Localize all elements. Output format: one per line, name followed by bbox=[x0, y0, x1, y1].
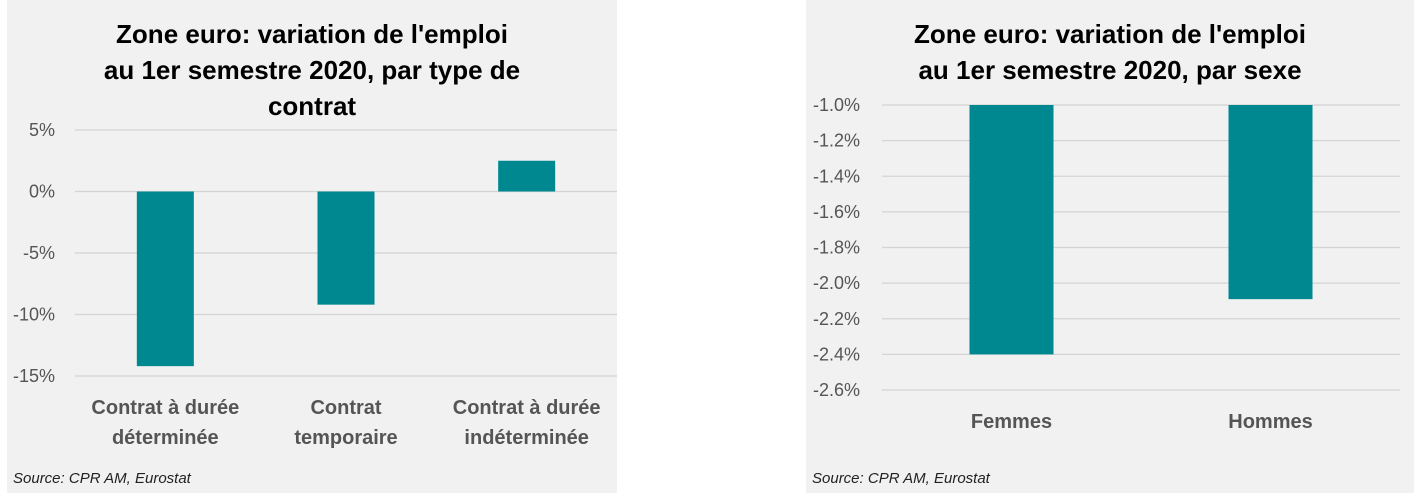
bar bbox=[136, 191, 194, 367]
y-tick-label: -2.4% bbox=[813, 344, 860, 364]
chart-panel-sex: Zone euro: variation de l'emploi au 1er … bbox=[806, 0, 1414, 493]
chart-title-line: contrat bbox=[267, 91, 357, 121]
x-category-label: Contrat à durée indéterminée bbox=[453, 397, 601, 449]
x-category-label-line: Hommes bbox=[1228, 411, 1312, 433]
y-tick-label: -15% bbox=[13, 366, 55, 386]
y-tick-label: -2.0% bbox=[813, 273, 860, 293]
bar bbox=[969, 105, 1054, 355]
x-category-label: Contrat temporaire bbox=[294, 397, 397, 449]
x-category-label-line: Contrat bbox=[310, 397, 381, 419]
chart-title-line: au 1er semestre 2020, par sexe bbox=[918, 55, 1302, 85]
chart-title: Zone euro: variation de l'emploi au 1er … bbox=[7, 16, 617, 124]
x-category-label-line: Contrat à durée bbox=[453, 397, 601, 419]
chart-title-line: Zone euro: variation de l'emploi bbox=[116, 19, 508, 49]
chart-panel-contract: Zone euro: variation de l'emploi au 1er … bbox=[7, 0, 617, 493]
y-tick-label: -1.6% bbox=[813, 202, 860, 222]
chart-title-line: Zone euro: variation de l'emploi bbox=[914, 19, 1306, 49]
x-category-label-line: Femmes bbox=[971, 411, 1052, 433]
y-tick-label: 5% bbox=[29, 120, 55, 140]
x-category-label-line: indéterminée bbox=[464, 427, 588, 449]
y-tick-label: -2.6% bbox=[813, 380, 860, 400]
x-category-label-line: temporaire bbox=[294, 427, 397, 449]
y-tick-label: 0% bbox=[29, 182, 55, 202]
bar bbox=[498, 160, 556, 192]
x-category-label-line: déterminée bbox=[112, 427, 219, 449]
source-note: Source: CPR AM, Eurostat bbox=[13, 470, 191, 487]
y-tick-label: -1.2% bbox=[813, 131, 860, 151]
y-tick-label: -1.4% bbox=[813, 166, 860, 186]
x-category-label-line: Contrat à durée bbox=[91, 397, 239, 419]
chart-title-line: au 1er semestre 2020, par type de bbox=[103, 55, 521, 85]
x-category-label: Contrat à durée déterminée bbox=[91, 397, 239, 449]
bar bbox=[317, 191, 375, 305]
y-tick-label: -1.8% bbox=[813, 238, 860, 258]
x-category-label: Hommes bbox=[1228, 411, 1312, 433]
y-tick-label: -2.2% bbox=[813, 309, 860, 329]
chart-title: Zone euro: variation de l'emploi au 1er … bbox=[806, 16, 1414, 88]
y-tick-label: -1.0% bbox=[813, 95, 860, 115]
y-tick-label: -10% bbox=[13, 305, 55, 325]
y-tick-label: -5% bbox=[23, 243, 55, 263]
x-category-label: Femmes bbox=[971, 411, 1052, 433]
source-note: Source: CPR AM, Eurostat bbox=[812, 470, 990, 487]
bar-chart-sex: -1.0% -1.2% -1.4% -1.6% -1.8% -2.0% -2.2% -2.4%… bbox=[813, 95, 1400, 433]
bar bbox=[1228, 105, 1313, 300]
bar-chart-contract: 5% 0% -5% -10% -15% Contrat à durée déterminée… bbox=[13, 120, 617, 449]
